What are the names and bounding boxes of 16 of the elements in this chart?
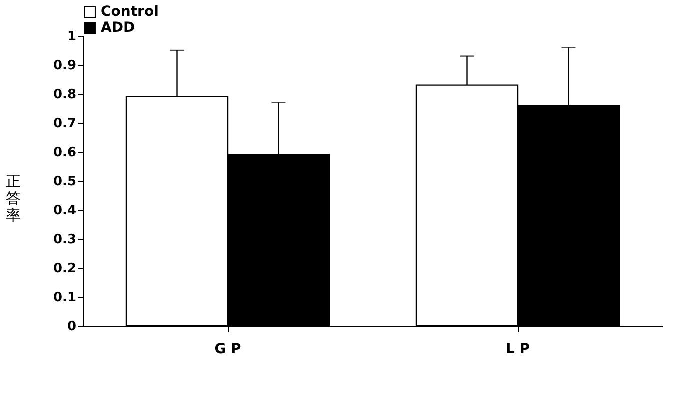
y-tick-label: 0.4 — [53, 204, 76, 218]
y-tick-label: 0.7 — [53, 116, 76, 132]
legend-label: ADD — [101, 20, 136, 36]
y-tick-label: 0 — [67, 320, 76, 334]
y-tick-label: 1 — [67, 30, 76, 44]
y-tick-label: 0.3 — [53, 232, 76, 248]
y-tick-label: 0.5 — [53, 174, 76, 190]
y-tick-label: 0.9 — [53, 58, 76, 74]
y-tick-label: 0.6 — [53, 146, 76, 160]
y-axis-title: 正答率 — [6, 172, 21, 224]
x-tick-label: G P — [214, 342, 242, 358]
y-tick-label: 0.8 — [53, 88, 76, 102]
y-tick-label: 0.2 — [53, 262, 76, 276]
legend-label: Control — [101, 4, 159, 20]
x-tick-label: L P — [506, 342, 530, 358]
y-tick-label: 0.1 — [53, 290, 76, 306]
